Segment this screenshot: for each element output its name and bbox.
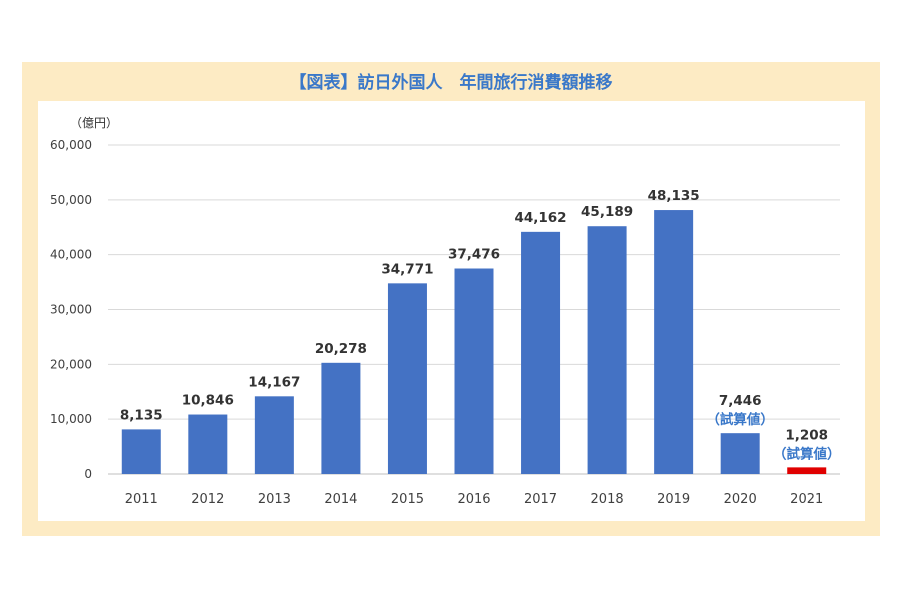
data-label: 44,162	[514, 210, 566, 226]
y-tick-label: 40,000	[50, 248, 92, 262]
x-tick-label: 2013	[258, 492, 291, 507]
bar	[454, 268, 494, 474]
data-label: 14,167	[248, 374, 300, 390]
x-tick-label: 2016	[457, 492, 490, 507]
data-label: 37,476	[448, 247, 500, 263]
x-tick-label: 2021	[790, 492, 823, 507]
data-label: 45,189	[581, 204, 633, 220]
bar	[387, 283, 427, 474]
data-label: 34,771	[381, 261, 433, 277]
chart-title: 【図表】訪日外国人 年間旅行消費額推移	[289, 73, 613, 93]
data-label: 10,846	[182, 393, 234, 409]
x-tick-label: 2018	[591, 492, 624, 507]
bar	[121, 429, 161, 474]
x-tick-label: 2020	[724, 492, 757, 507]
y-tick-label: 30,000	[50, 303, 92, 317]
x-axis-ticks: 2011 2012 2013 2014 2015 2016 2017 2018 2019 2020…	[125, 492, 824, 507]
bar	[720, 433, 760, 474]
x-tick-label: 2017	[524, 492, 557, 507]
estimate-note: （試算値）	[706, 411, 774, 428]
bars	[121, 210, 827, 474]
bar	[587, 226, 627, 474]
x-tick-label: 2019	[657, 492, 690, 507]
x-tick-label: 2011	[125, 492, 158, 507]
x-tick-label: 2014	[324, 492, 357, 507]
x-tick-label: 2015	[391, 492, 424, 507]
data-label: 8,135	[120, 407, 163, 423]
x-tick-label: 2012	[191, 492, 224, 507]
y-tick-label: 50,000	[50, 193, 92, 207]
data-label: 7,446	[719, 393, 762, 409]
data-label: 48,135	[648, 188, 700, 204]
y-tick-label: 60,000	[50, 138, 92, 152]
estimate-note: （試算値）	[773, 445, 841, 462]
bar	[321, 362, 361, 474]
bar	[521, 231, 561, 474]
y-tick-label: 0	[84, 467, 92, 481]
y-tick-label: 10,000	[50, 412, 92, 426]
bar	[188, 414, 228, 474]
y-axis-ticks: 0 10,000 20,000 30,000 40,000 50,000 60,000	[50, 138, 92, 481]
bar	[254, 396, 294, 474]
data-label: 20,278	[315, 341, 367, 357]
data-labels: 8,135 10,846 14,167 20,278 34,771 37,476 44,16…	[120, 188, 841, 462]
bar	[787, 467, 827, 474]
y-tick-label: 20,000	[50, 357, 92, 371]
data-label: 1,208	[785, 427, 828, 443]
bar	[654, 210, 694, 474]
y-axis-unit-label: （億円）	[70, 116, 118, 130]
